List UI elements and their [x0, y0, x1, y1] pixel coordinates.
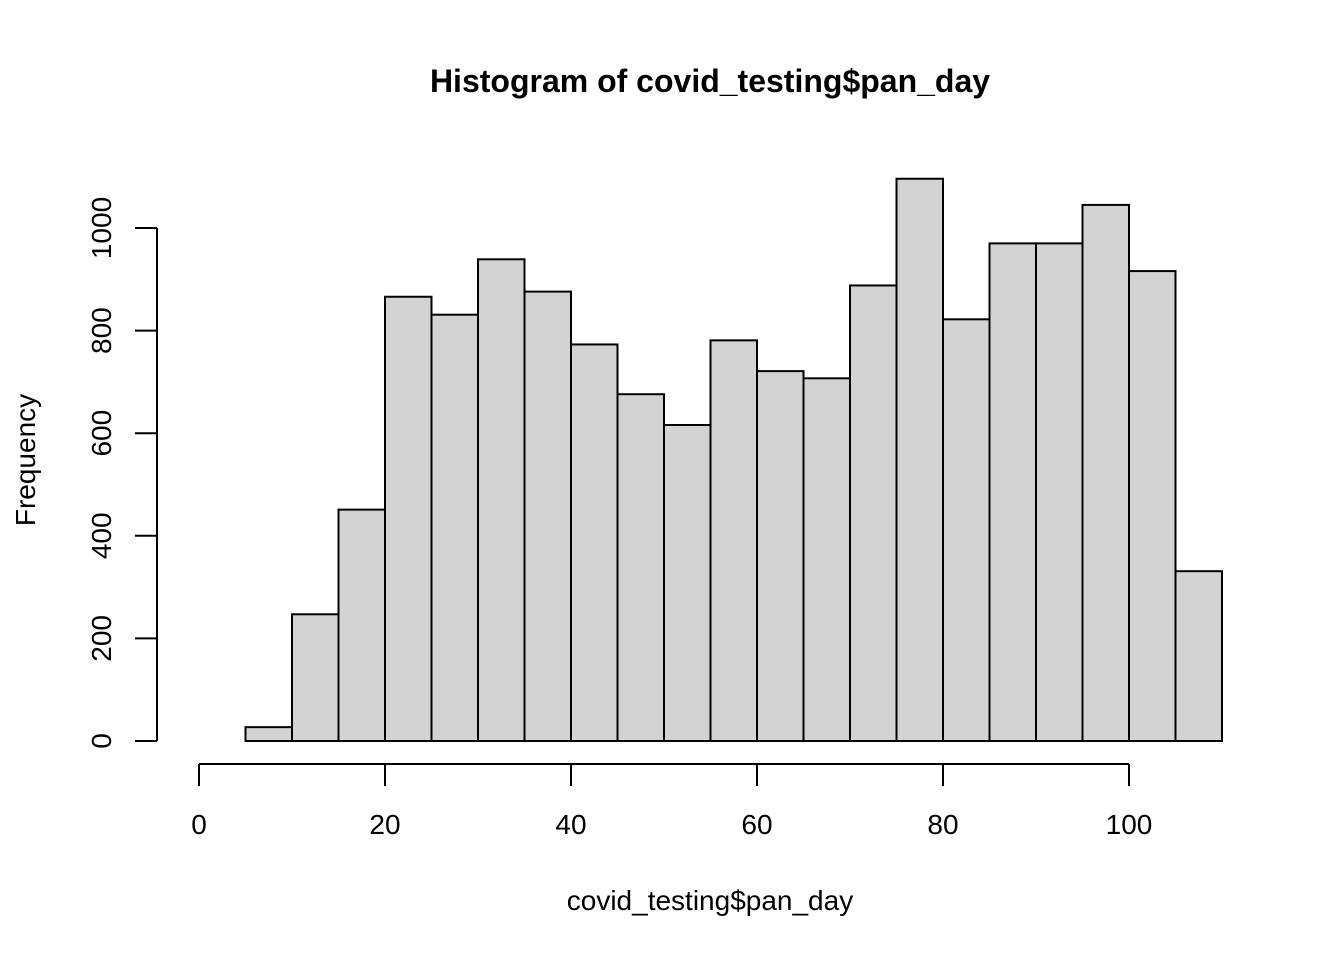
y-tick-label: 200 — [86, 615, 117, 662]
histogram-bar — [663, 423, 712, 742]
histogram-bar — [1081, 203, 1130, 743]
y-tick-label: 0 — [86, 733, 117, 749]
histogram-bar — [384, 295, 433, 742]
y-axis-label: Frequency — [10, 394, 41, 526]
y-tick-label: 600 — [86, 410, 117, 457]
y-tick-label: 1000 — [86, 197, 117, 259]
x-tick-label: 100 — [1106, 809, 1153, 840]
x-tick-label: 80 — [927, 809, 958, 840]
x-tick-label: 20 — [369, 809, 400, 840]
x-tick-label: 60 — [741, 809, 772, 840]
histogram-bar — [570, 343, 619, 742]
y-axis: 0 200 400 600 800 1000 — [86, 197, 158, 749]
histogram-bar — [1128, 270, 1177, 742]
histogram-bar — [756, 370, 805, 742]
histogram-bar — [430, 313, 479, 742]
histogram-bar — [802, 377, 851, 742]
histogram-bar — [1174, 570, 1223, 743]
histogram-bar — [244, 726, 293, 742]
histogram-bar — [709, 339, 758, 742]
x-tick-label: 0 — [191, 809, 207, 840]
histogram-bar — [523, 290, 572, 742]
histogram-bar — [988, 242, 1037, 742]
y-tick-label: 800 — [86, 307, 117, 354]
histogram-bar — [1035, 242, 1084, 742]
histogram-bar — [849, 284, 898, 742]
bars-group — [244, 177, 1223, 743]
y-tick-label: 400 — [86, 512, 117, 559]
histogram-bar — [291, 613, 340, 742]
histogram-bar — [337, 508, 386, 742]
chart-title: Histogram of covid_testing$pan_day — [430, 63, 990, 99]
x-axis: 0 20 40 60 80 100 — [191, 763, 1153, 840]
histogram-bar — [942, 318, 991, 742]
histogram-bar — [616, 393, 665, 742]
x-axis-label: covid_testing$pan_day — [567, 885, 853, 916]
histogram-bar — [477, 258, 526, 742]
histogram-bar — [895, 177, 944, 742]
x-tick-label: 40 — [555, 809, 586, 840]
